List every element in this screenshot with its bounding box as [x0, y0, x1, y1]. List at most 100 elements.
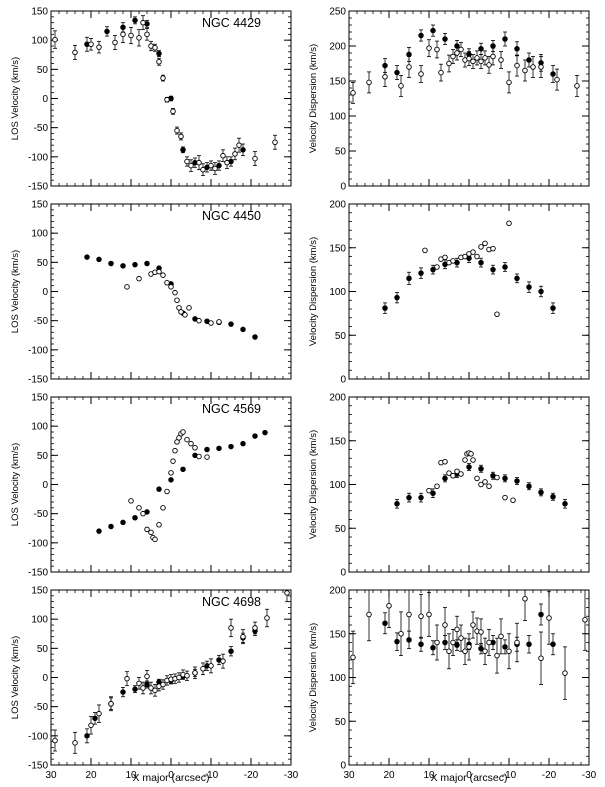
open-point	[442, 622, 448, 628]
x-tick-label: 30	[45, 770, 57, 781]
y-tick-label: -100	[28, 731, 48, 742]
y-tick-label: 0	[340, 568, 346, 579]
open-point	[140, 19, 146, 26]
open-point	[164, 488, 170, 495]
y-tick-label: 0	[340, 761, 346, 772]
y-axis-label: LOS Velocity (km/s)	[10, 636, 21, 719]
open-point	[164, 280, 170, 286]
open-point	[490, 53, 496, 60]
open-point	[510, 497, 516, 504]
filled-point	[216, 445, 222, 452]
filled-point	[514, 478, 520, 484]
y-tick-label: 250	[329, 7, 346, 18]
open-point	[182, 312, 188, 318]
open-point	[506, 220, 512, 226]
open-point	[434, 264, 440, 270]
open-point	[482, 240, 488, 247]
y-tick-label: 50	[37, 258, 49, 269]
open-point	[466, 55, 472, 62]
filled-point	[418, 641, 424, 648]
open-point	[88, 722, 94, 729]
x-tick-label: 20	[85, 770, 97, 781]
open-point	[442, 254, 448, 261]
filled-point	[502, 475, 508, 482]
open-point	[220, 658, 226, 664]
galaxy-name: NGC 4569	[202, 402, 261, 416]
open-point	[454, 468, 460, 475]
filled-point	[132, 17, 138, 24]
filled-point	[514, 275, 520, 282]
data-points	[96, 429, 268, 543]
open-point	[224, 159, 230, 166]
open-point	[494, 311, 500, 318]
open-point	[426, 45, 432, 51]
open-point	[152, 45, 158, 51]
open-point	[172, 447, 178, 454]
filled-point	[394, 69, 400, 76]
open-point	[208, 320, 214, 326]
open-point	[216, 319, 222, 325]
y-axis-label: Velocity Dispersion (km/s)	[308, 237, 319, 346]
open-point	[446, 60, 452, 67]
open-point	[494, 652, 500, 659]
open-point	[170, 108, 176, 115]
filled-point	[120, 519, 126, 526]
filled-point	[228, 648, 234, 655]
filled-point	[240, 326, 246, 333]
y-tick-label: 100	[31, 422, 48, 433]
open-point	[434, 639, 440, 646]
open-point	[124, 675, 130, 682]
open-point	[148, 529, 154, 536]
x-tick-label: -10	[502, 770, 517, 781]
y-axis-label: Velocity Dispersion (km/s)	[308, 430, 319, 539]
filled-point	[490, 266, 496, 273]
y-tick-label: 150	[329, 436, 346, 447]
filled-point	[526, 641, 532, 648]
open-point	[188, 162, 194, 169]
open-point	[462, 648, 468, 655]
open-point	[160, 681, 166, 688]
filled-point	[108, 523, 114, 530]
open-point	[478, 58, 484, 65]
filled-point	[406, 494, 412, 501]
open-point	[156, 522, 162, 528]
filled-point	[132, 686, 138, 692]
open-point	[152, 687, 158, 694]
open-point	[196, 453, 202, 460]
filled-point	[168, 477, 174, 483]
y-tick-label: 100	[31, 615, 48, 626]
open-point	[494, 474, 500, 481]
open-point	[530, 64, 536, 70]
open-point	[136, 680, 142, 687]
y-tick-label: 150	[329, 243, 346, 254]
filled-point	[92, 715, 98, 722]
filled-point	[430, 645, 436, 651]
filled-point	[418, 32, 424, 39]
y-tick-label: 150	[31, 393, 48, 404]
open-point	[434, 483, 440, 490]
open-point	[252, 625, 258, 631]
open-point	[152, 536, 158, 543]
open-point	[184, 673, 190, 679]
y-axis-label: Velocity Dispersion (km/s)	[308, 623, 319, 732]
y-tick-label: 200	[329, 586, 346, 597]
filled-point	[394, 638, 400, 645]
x-axis-label: X major (arcsec)	[132, 772, 209, 784]
x-axis-label: X major (arcsec)	[430, 772, 507, 784]
filled-point	[466, 464, 472, 470]
x-tick-label: -30	[582, 770, 597, 781]
y-tick-label: 100	[329, 287, 346, 298]
y-tick-label: 200	[329, 200, 346, 211]
open-point	[272, 139, 278, 145]
data-points	[350, 24, 580, 104]
filled-point	[132, 515, 138, 521]
open-point	[450, 258, 456, 264]
filled-point	[418, 494, 424, 501]
y-tick-label: -100	[28, 538, 48, 549]
open-point	[486, 62, 492, 68]
open-point	[398, 83, 404, 89]
open-point	[446, 470, 452, 476]
open-point	[52, 737, 58, 744]
chart-panel-3: -150 -100 -50 0 50 100 150 LOS Velocity (km/s) N…	[10, 200, 292, 386]
